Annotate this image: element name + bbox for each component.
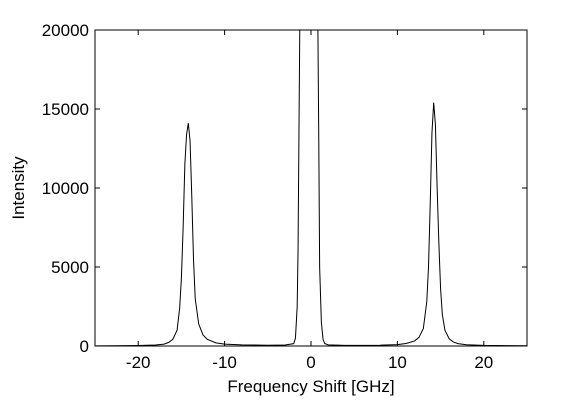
x-tick-label: 20	[474, 353, 493, 372]
axis-tick-labels: -20 -10 0 10 20 0 5000 10000 15000 20000	[42, 21, 494, 372]
y-axis-label: Intensity	[9, 156, 28, 220]
x-tick-label: -20	[126, 353, 151, 372]
y-tick-label: 5000	[51, 258, 89, 277]
x-tick-label: 0	[306, 353, 315, 372]
intensity-line	[94, 29, 528, 347]
y-tick-label: 10000	[42, 179, 89, 198]
y-tick-label: 0	[80, 337, 89, 356]
x-tick-label: -10	[212, 353, 237, 372]
x-axis-label: Frequency Shift [GHz]	[227, 377, 394, 396]
y-tick-label: 15000	[42, 100, 89, 119]
y-tick-label: 20000	[42, 21, 89, 40]
x-tick-label: 10	[388, 353, 407, 372]
plot-area	[94, 29, 528, 347]
